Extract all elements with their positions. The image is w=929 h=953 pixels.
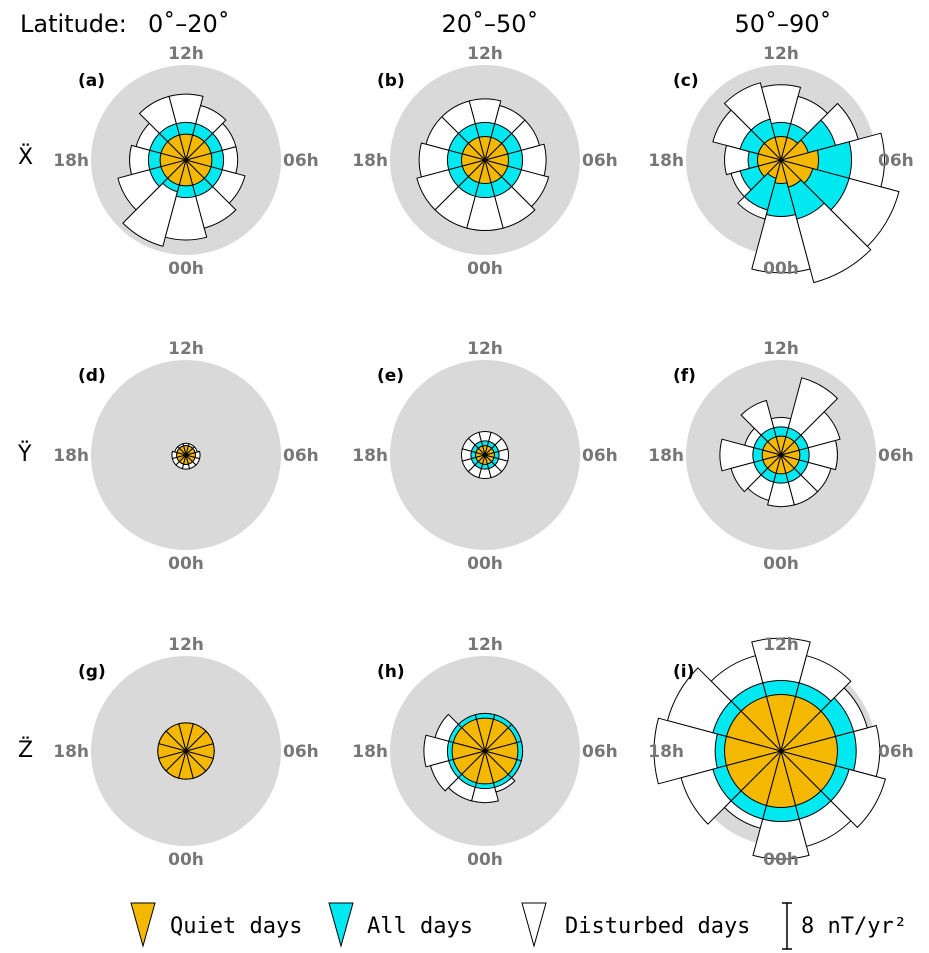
quiet-days-wedge — [780, 136, 799, 162]
hour-label-top: 12h — [168, 44, 204, 64]
disturbed-wedge — [164, 158, 208, 241]
hour-label-right: 06h — [582, 742, 618, 762]
hour-label-bottom: 00h — [763, 850, 799, 870]
polar-panel-2: (b) 12h 00h 18h 06h — [352, 44, 618, 279]
hour-label-top: 12h — [467, 339, 503, 359]
hour-label-left: 18h — [352, 742, 388, 762]
quiet-days-wedge — [185, 134, 206, 162]
quiet-days-wedge — [779, 149, 820, 171]
panel-label: (c) — [673, 71, 699, 91]
quiet-days-wedge — [185, 723, 207, 753]
hour-label-right: 06h — [582, 446, 618, 466]
hour-label-left: 18h — [53, 742, 89, 762]
quiet-days-wedge — [780, 695, 822, 753]
row-label-x: Ẍ — [18, 144, 33, 170]
polar-panel-4: (d) 12h 00h 18h 06h — [53, 339, 319, 574]
legend: Quiet days All days Disturbed days 8 nT/… — [130, 902, 907, 950]
row-label-z: Z̈ — [18, 737, 33, 763]
column-header-3: 50˚–90˚ — [734, 10, 831, 38]
hour-label-right: 06h — [878, 151, 914, 171]
legend-disturbed-label: Disturbed days — [565, 914, 750, 939]
polar-panel-7: (g) 12h 00h 18h 06h — [53, 635, 319, 870]
hour-label-right: 06h — [283, 151, 319, 171]
hour-label-bottom: 00h — [168, 259, 204, 279]
hour-label-top: 12h — [763, 339, 799, 359]
latitude-prefix: Latitude: — [20, 10, 127, 38]
panel-label: (d) — [78, 366, 106, 386]
hour-label-bottom: 00h — [168, 850, 204, 870]
polar-panel-3: (c) 12h 00h 18h 06h — [648, 44, 914, 284]
hour-label-top: 12h — [467, 635, 503, 655]
legend-quiet-label: Quiet days — [170, 914, 302, 939]
hour-label-left: 18h — [352, 446, 388, 466]
hour-label-bottom: 00h — [467, 850, 503, 870]
polar-panel-5: (e) 12h 00h 18h 06h — [352, 339, 618, 574]
hour-label-bottom: 00h — [763, 259, 799, 279]
polar-panel-8: (h) 12h 00h 18h 06h — [352, 635, 618, 870]
row-label-y: Ÿ — [17, 441, 32, 467]
hour-label-right: 06h — [582, 151, 618, 171]
hour-label-left: 18h — [352, 151, 388, 171]
hour-label-top: 12h — [763, 44, 799, 64]
hour-label-right: 06h — [283, 446, 319, 466]
hour-label-top: 12h — [168, 635, 204, 655]
hour-label-right: 06h — [878, 446, 914, 466]
panel-label: (f) — [673, 366, 696, 386]
panels-group: (a) 12h 00h 18h 06h (b) 12h 00h 18h 06h (c) 12h 00h 1… — [53, 44, 914, 870]
polar-panel-1: (a) 12h 00h 18h 06h — [53, 44, 319, 279]
quiet-days-wedge — [779, 139, 809, 161]
hour-label-left: 18h — [648, 446, 684, 466]
legend-all-swatch — [328, 902, 354, 948]
panel-label: (e) — [377, 366, 404, 386]
hour-label-bottom: 00h — [168, 554, 204, 574]
hour-label-left: 18h — [648, 151, 684, 171]
hour-label-bottom: 00h — [467, 259, 503, 279]
panel-label: (i) — [673, 662, 694, 682]
hour-label-top: 12h — [763, 635, 799, 655]
quiet-days-wedge — [757, 159, 783, 178]
column-header-2: 20˚–50˚ — [441, 10, 538, 38]
hour-label-bottom: 00h — [763, 554, 799, 574]
hour-label-right: 06h — [878, 742, 914, 762]
hour-label-bottom: 00h — [467, 554, 503, 574]
panel-label: (g) — [78, 662, 106, 682]
legend-disturbed-swatch — [521, 902, 547, 948]
panel-label: (h) — [377, 662, 405, 682]
hour-label-left: 18h — [648, 742, 684, 762]
hour-label-top: 12h — [168, 339, 204, 359]
quiet-days-wedge — [780, 436, 796, 457]
hour-label-left: 18h — [53, 446, 89, 466]
quiet-days-wedge — [484, 445, 493, 457]
hour-label-top: 12h — [467, 44, 503, 64]
polar-panel-6: (f) 12h 00h 18h 06h — [648, 339, 914, 574]
quiet-days-wedge — [484, 718, 510, 753]
hour-label-left: 18h — [53, 151, 89, 171]
legend-scale-label: 8 nT/yr² — [801, 914, 907, 939]
polar-panel-9: (i) 12h 00h 18h 06h — [648, 635, 914, 870]
disturbed-wedge — [719, 438, 783, 472]
quiet-days-wedge — [185, 445, 194, 457]
hour-label-right: 06h — [283, 742, 319, 762]
column-header-1: 0˚–20˚ — [148, 10, 230, 38]
quiet-days-wedge — [484, 136, 503, 162]
panel-label: (a) — [78, 71, 105, 91]
legend-all-label: All days — [367, 914, 473, 939]
panel-label: (b) — [377, 71, 405, 91]
legend-quiet-swatch — [130, 902, 156, 948]
